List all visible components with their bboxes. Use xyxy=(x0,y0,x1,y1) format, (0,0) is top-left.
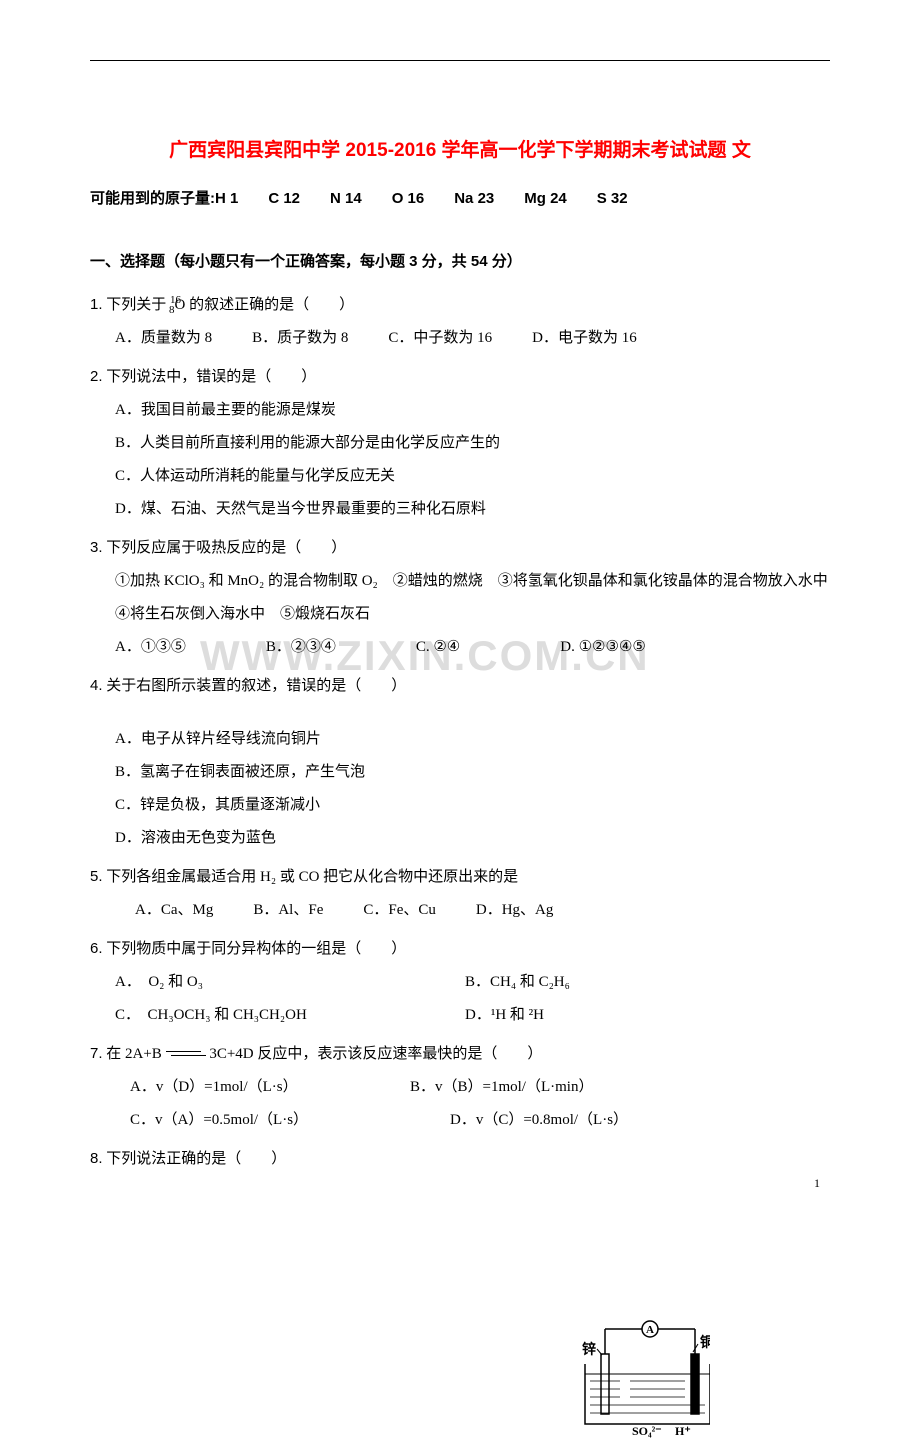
exam-title: 广西宾阳县宾阳中学 2015-2016 学年高一化学下学期期末考试试题 文 xyxy=(90,130,830,172)
q2-c: C．人体运动所消耗的能量与化学反应无关 xyxy=(115,460,830,493)
q7-b: B．v（B）=1mol/（L·min） xyxy=(410,1071,593,1104)
q6-options: A． O₂ 和 O₃ B．CH₄ 和 C₂H₆ C． CH₃OCH₃ 和 CH₃… xyxy=(90,966,830,1032)
question-4: 4. 关于右图所示装置的叙述，错误的是（ ） A 锌 铜 SO₄² xyxy=(90,669,830,855)
atomic-masses: 可能用到的原子量:H 1 C 12 N 14 O 16 Na 23 Mg 24 … xyxy=(90,182,830,215)
q5-a: A．Ca、Mg xyxy=(135,894,213,927)
q2-text: 下列说法中，错误的是（ ） xyxy=(106,369,316,385)
q1-text: 下列关于 xyxy=(106,297,170,313)
q6-a: A． O₂ 和 O₃ xyxy=(115,966,465,999)
q4-a: A．电子从锌片经导线流向铜片 xyxy=(115,723,830,756)
q1-d: D．电子数为 16 xyxy=(532,322,637,355)
q7-a: A．v（D）=1mol/（L·s） xyxy=(130,1071,410,1104)
top-border xyxy=(90,60,830,61)
q2-a: A．我国目前最主要的能源是煤炭 xyxy=(115,394,830,427)
q5-c: C．Fe、Cu xyxy=(363,894,436,927)
question-1: 1. 下列关于 168O 的叙述正确的是（ ） A．质量数为 8 B．质子数为 … xyxy=(90,288,830,355)
q5-num: 5. xyxy=(90,868,103,885)
question-7: 7. 在 2A+B 3C+4D 反应中，表示该反应速率最快的是（ ） A．v（D… xyxy=(90,1037,830,1137)
q5-options: A．Ca、Mg B．Al、Fe C．Fe、Cu D．Hg、Ag xyxy=(90,894,830,927)
q4-options: A．电子从锌片经导线流向铜片 B．氢离子在铜表面被还原，产生气泡 C．锌是负极，… xyxy=(90,703,830,855)
q4-text: 关于右图所示装置的叙述，错误的是（ ） xyxy=(106,678,406,694)
q7-text-before: 在 2A+B xyxy=(106,1046,165,1062)
q2-num: 2. xyxy=(90,368,103,385)
q6-text: 下列物质中属于同分异构体的一组是（ ） xyxy=(106,941,406,957)
q7-text-after: 3C+4D 反应中，表示该反应速率最快的是（ ） xyxy=(206,1046,543,1062)
q7-c: C．v（A）=0.5mol/（L·s） xyxy=(130,1104,450,1137)
q6-num: 6. xyxy=(90,940,103,957)
question-8: 8. 下列说法正确的是（ ） xyxy=(90,1142,830,1176)
q5-d: D．Hg、Ag xyxy=(476,894,554,927)
q7-num: 7. xyxy=(90,1045,103,1062)
q8-text: 下列说法正确的是（ ） xyxy=(106,1151,286,1167)
q4-num: 4. xyxy=(90,677,103,694)
q4-d: D．溶液由无色变为蓝色 xyxy=(115,822,830,855)
q1-options: A．质量数为 8 B．质子数为 8 C．中子数为 16 D．电子数为 16 xyxy=(90,322,830,355)
q3-d: D. ①②③④⑤ xyxy=(560,631,646,664)
q6-c: C． CH₃OCH₃ 和 CH₃CH₂OH xyxy=(115,999,465,1032)
diagram-zn-label: 锌 xyxy=(582,1341,596,1358)
q1-c: C．中子数为 16 xyxy=(388,322,492,355)
q3-num: 3. xyxy=(90,539,103,556)
q3-items: ①加热 KClO₃ 和 MnO₂ 的混合物制取 O₂ ②蜡烛的燃烧 ③将氢氧化钡… xyxy=(90,565,830,631)
diagram-h-label: H⁺ xyxy=(675,1424,691,1438)
q8-num: 8. xyxy=(90,1150,103,1167)
question-2: 2. 下列说法中，错误的是（ ） A．我国目前最主要的能源是煤炭 B．人类目前所… xyxy=(90,360,830,526)
circuit-diagram: A 锌 铜 SO₄²⁻ H⁺ xyxy=(570,1319,710,1439)
q5-b: B．Al、Fe xyxy=(253,894,323,927)
content-area: 广西宾阳县宾阳中学 2015-2016 学年高一化学下学期期末考试试题 文 可能… xyxy=(90,130,830,1176)
q4-b: B．氢离子在铜表面被还原，产生气泡 xyxy=(115,756,830,789)
question-5: 5. 下列各组金属最适合用 H₂ 或 CO 把它从化合物中还原出来的是 A．Ca… xyxy=(90,860,830,927)
section-header: 一、选择题（每小题只有一个正确答案，每小题 3 分，共 54 分） xyxy=(90,245,830,278)
q6-b: B．CH₄ 和 C₂H₆ xyxy=(465,966,570,999)
diagram-so4-label: SO₄²⁻ xyxy=(632,1424,662,1438)
q7-options: A．v（D）=1mol/（L·s） B．v（B）=1mol/（L·min） C．… xyxy=(90,1071,830,1137)
q1-a: A．质量数为 8 xyxy=(115,322,212,355)
q4-c: C．锌是负极，其质量逐渐减小 xyxy=(115,789,830,822)
q3-b: B．②③④ xyxy=(266,631,336,664)
q1-text2: 的叙述正确的是（ ） xyxy=(185,297,354,313)
q7-d: D．v（C）=0.8mol/（L·s） xyxy=(450,1104,628,1137)
q3-a: A．①③⑤ xyxy=(115,631,186,664)
q2-options: A．我国目前最主要的能源是煤炭 B．人类目前所直接利用的能源大部分是由化学反应产… xyxy=(90,394,830,526)
q5-text: 下列各组金属最适合用 H₂ 或 CO 把它从化合物中还原出来的是 xyxy=(106,869,518,885)
q1-elem: O xyxy=(175,297,186,313)
q1-num: 1. xyxy=(90,296,103,313)
q3-c: C. ②④ xyxy=(416,631,460,664)
q2-d: D．煤、石油、天然气是当今世界最重要的三种化石原料 xyxy=(115,493,830,526)
diagram-a-label: A xyxy=(646,1324,654,1336)
question-3: 3. 下列反应属于吸热反应的是（ ） ①加热 KClO₃ 和 MnO₂ 的混合物… xyxy=(90,531,830,664)
q6-d: D．¹H 和 ²H xyxy=(465,999,544,1032)
q1-b: B．质子数为 8 xyxy=(252,322,348,355)
q3-text: 下列反应属于吸热反应的是（ ） xyxy=(106,540,346,556)
q2-b: B．人类目前所直接利用的能源大部分是由化学反应产生的 xyxy=(115,427,830,460)
diagram-cu-label: 铜 xyxy=(700,1334,710,1351)
question-6: 6. 下列物质中属于同分异构体的一组是（ ） A． O₂ 和 O₃ B．CH₄ … xyxy=(90,932,830,1032)
q3-options: A．①③⑤ B．②③④ C. ②④ D. ①②③④⑤ xyxy=(90,631,830,664)
